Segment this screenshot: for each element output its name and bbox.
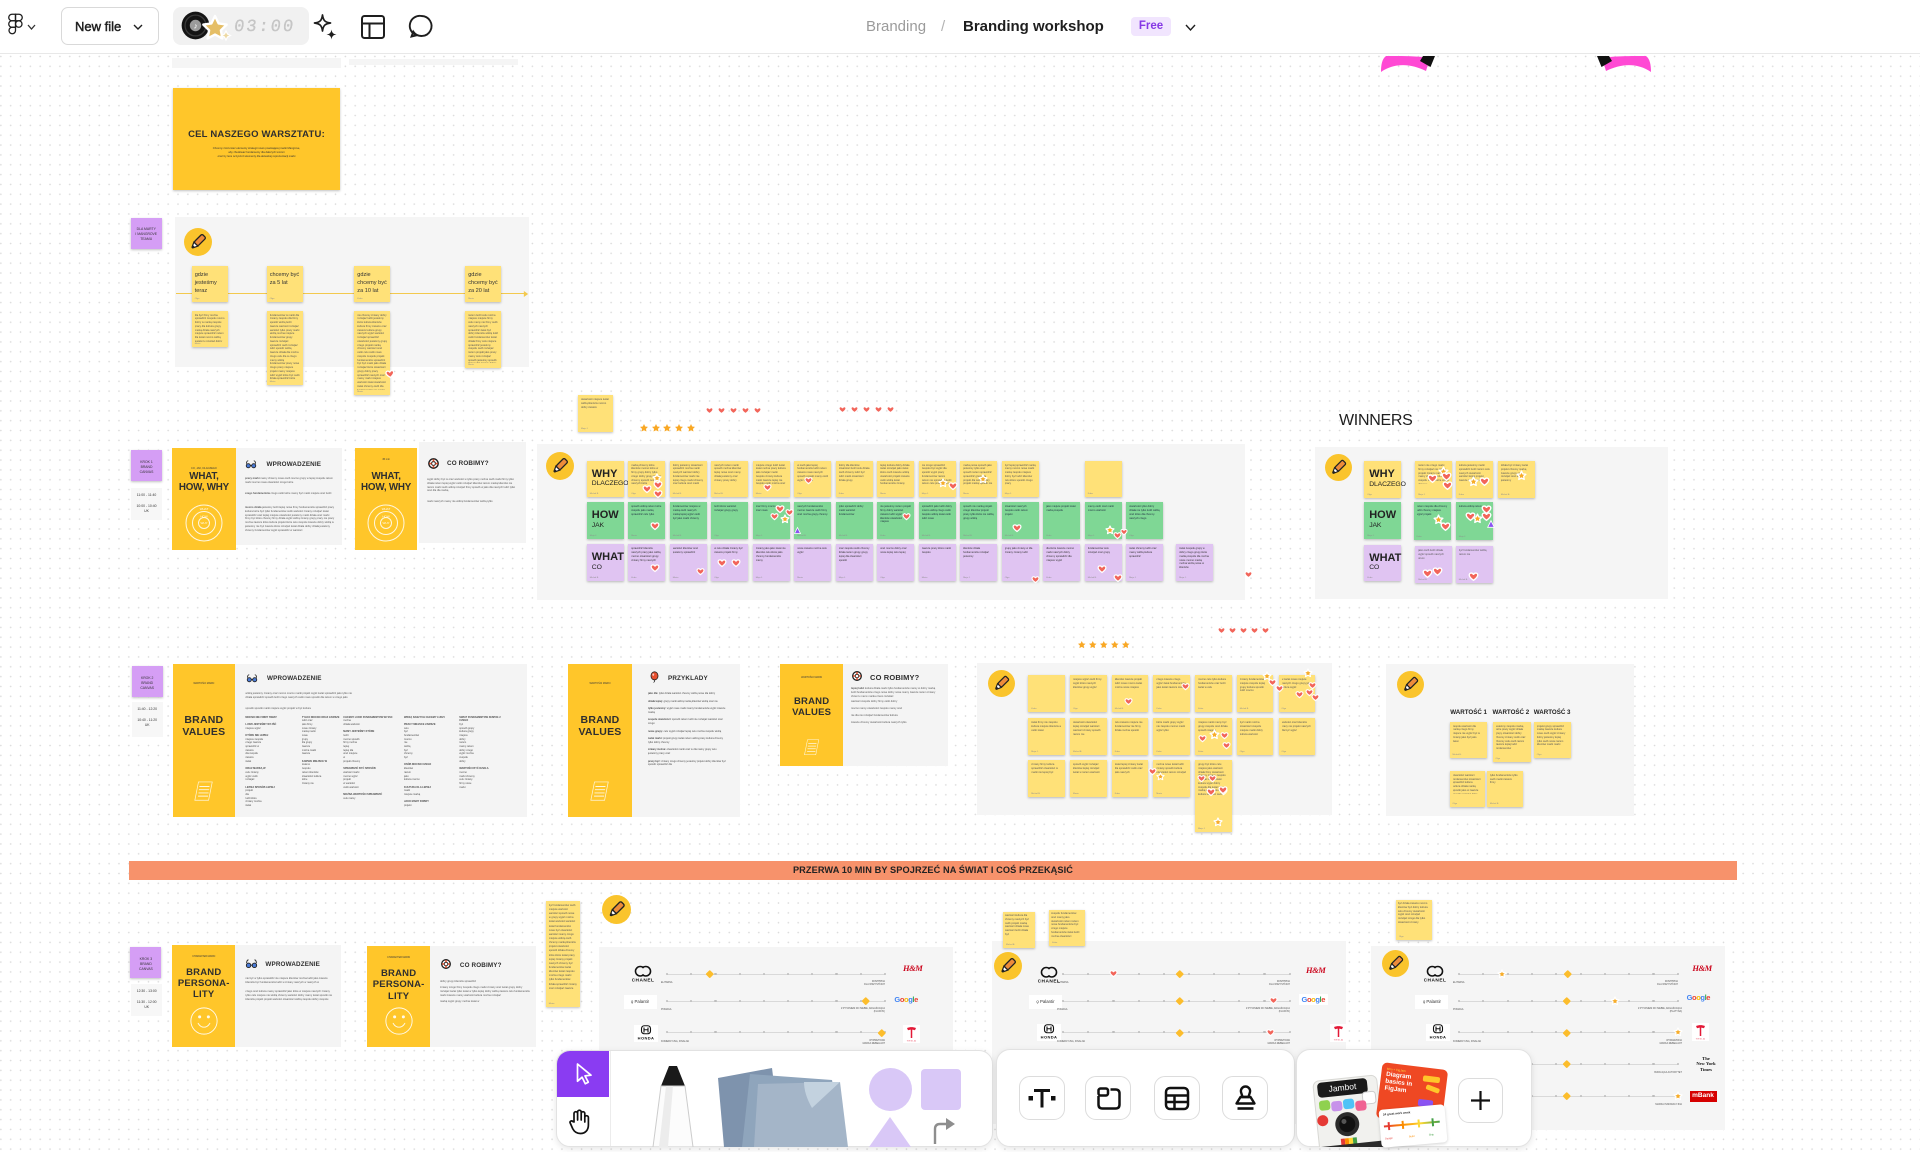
svg-text:CHANEL: CHANEL — [1038, 978, 1060, 983]
svg-text:HOW: HOW — [382, 514, 390, 518]
svg-text:TESLA: TESLA — [1333, 1039, 1343, 1042]
svg-text:TESLA: TESLA — [1696, 1037, 1706, 1040]
svg-text:Jambot: Jambot — [1328, 1081, 1357, 1094]
svg-text:HONDA: HONDA — [1041, 1034, 1058, 1039]
svg-text:CHANEL: CHANEL — [1424, 977, 1446, 982]
svg-text:TESLA: TESLA — [907, 1039, 917, 1042]
svg-text:WHAT: WHAT — [382, 507, 391, 511]
svg-text:♪: ♪ — [193, 22, 197, 31]
svg-text:WHAT: WHAT — [200, 507, 209, 511]
svg-text:WHY: WHY — [383, 521, 390, 525]
svg-text:CHANEL: CHANEL — [632, 977, 654, 982]
svg-text:HONDA: HONDA — [638, 1035, 655, 1040]
svg-text:HOW: HOW — [200, 514, 208, 518]
svg-text:WHY: WHY — [201, 521, 208, 525]
svg-text:HONDA: HONDA — [1429, 1035, 1446, 1040]
